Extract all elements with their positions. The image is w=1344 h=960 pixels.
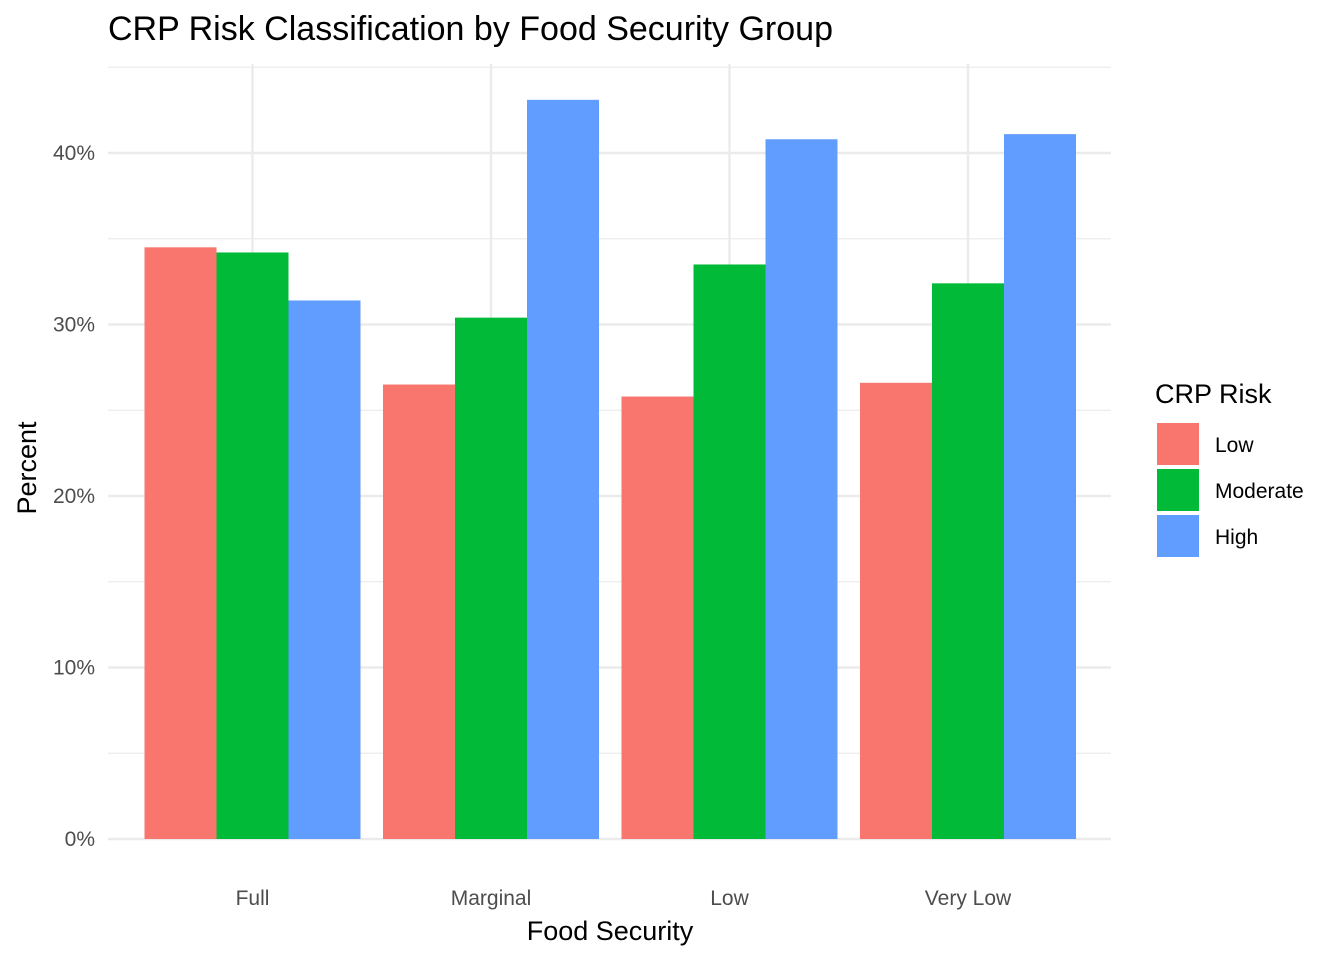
bar-moderate-marginal — [455, 317, 527, 839]
chart-title: CRP Risk Classification by Food Security… — [108, 10, 833, 48]
x-axis-ticks: Full Marginal Low Very Low — [236, 887, 1012, 910]
bar-low-full — [144, 247, 217, 839]
legend: CRP Risk Low Moderate High — [1155, 379, 1304, 557]
legend-key-low — [1157, 423, 1199, 465]
bar-moderate-full — [216, 252, 289, 840]
y-tick-label: 10% — [53, 657, 95, 680]
bar-high-full — [288, 300, 361, 839]
y-tick-label: 0% — [65, 828, 95, 851]
x-tick-label: Full — [236, 887, 270, 910]
bar-high-low — [765, 139, 838, 839]
bar-low-very-low — [860, 382, 932, 839]
y-tick-label: 20% — [53, 485, 95, 508]
y-tick-label: 40% — [53, 142, 95, 165]
legend-key-high — [1157, 515, 1199, 557]
legend-title: CRP Risk — [1155, 379, 1272, 409]
y-axis-ticks: 0% 10% 20% 30% 40% — [53, 142, 95, 851]
x-tick-label: Low — [710, 887, 749, 910]
legend-label-low: Low — [1215, 434, 1254, 457]
legend-label-high: High — [1215, 526, 1258, 549]
bar-low-marginal — [383, 384, 455, 839]
bar-high-very-low — [1004, 134, 1076, 839]
bars — [144, 99, 1076, 840]
x-axis-title: Food Security — [527, 916, 694, 946]
y-tick-label: 30% — [53, 314, 95, 337]
bar-low-low — [621, 396, 694, 839]
bar-moderate-low — [693, 264, 766, 840]
x-tick-label: Very Low — [925, 887, 1012, 910]
bar-moderate-very-low — [932, 283, 1004, 840]
bar-high-marginal — [527, 99, 599, 839]
y-axis-title: Percent — [12, 421, 42, 515]
legend-label-moderate: Moderate — [1215, 480, 1304, 503]
x-tick-label: Marginal — [451, 887, 532, 910]
legend-key-moderate — [1157, 469, 1199, 511]
